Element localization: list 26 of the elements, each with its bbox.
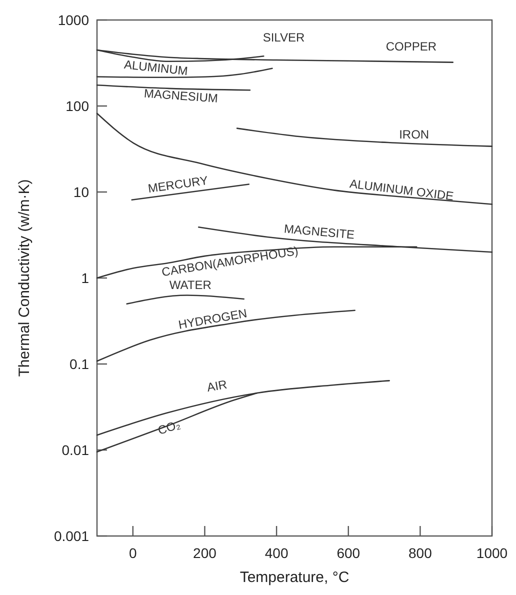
series-label: MAGNESIUM [144, 86, 218, 106]
x-tick-label: 1000 [476, 545, 508, 561]
x-tick-label: 600 [336, 545, 360, 561]
y-tick-label: 100 [66, 98, 90, 114]
text: HYDROGEN [177, 306, 248, 332]
text: ALUMINUM OXIDE [348, 176, 454, 204]
x-tick-label: 200 [193, 545, 217, 561]
text: AIR [206, 377, 228, 395]
series-label: IRON [399, 127, 430, 142]
series-label: MAGNESITE [283, 222, 356, 242]
text: MERCURY [147, 173, 209, 196]
y-tick-label: 10 [73, 184, 90, 200]
y-tick-label: 1000 [58, 12, 90, 28]
series-label: SILVER [262, 30, 305, 45]
x-tick-label: 0 [129, 545, 138, 561]
y-axis-title: Thermal Conductivity (w/m·K) [16, 179, 33, 377]
y-tick-label: 1 [81, 270, 90, 286]
text: ALUMINUM [123, 57, 189, 78]
x-axis-title: Temperature, °C [240, 569, 350, 586]
y-tick-label: 0.1 [70, 356, 90, 372]
y-tick-label: 0.01 [62, 442, 90, 458]
y-tick-label: 0.001 [54, 528, 90, 544]
series-label: COPPER [386, 40, 437, 54]
series-label: WATER [169, 278, 212, 292]
x-tick-label: 400 [264, 545, 288, 561]
x-tick-label: 800 [408, 545, 432, 561]
